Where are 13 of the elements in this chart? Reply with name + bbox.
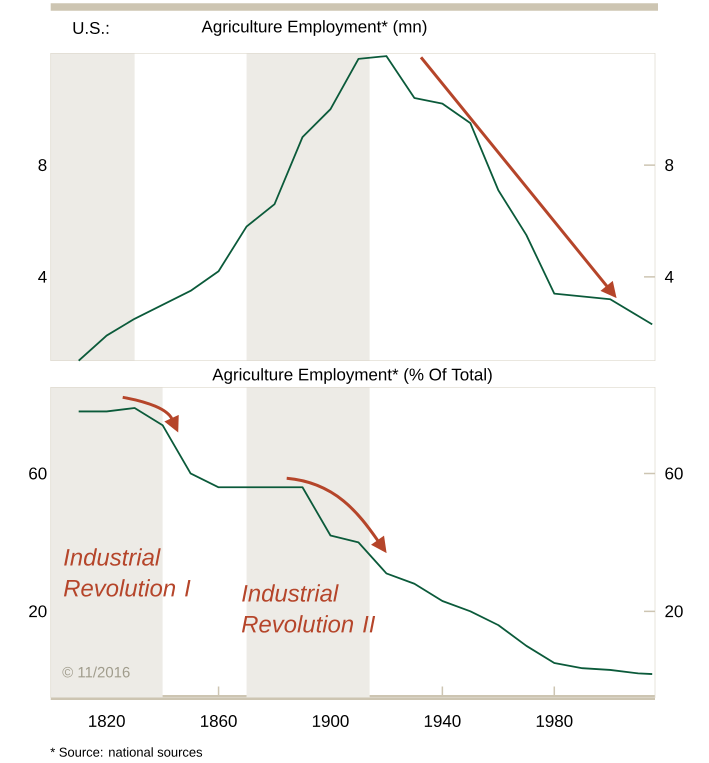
text: U.S.: <box>74 22 108 34</box>
x-tick-label: 1900 <box>312 715 349 728</box>
line-series <box>78 55 654 362</box>
annotation: Industrial Revolution I <box>64 548 190 597</box>
annotation: © 11/2016 <box>62 666 130 678</box>
chart-title: Agriculture Employment* (% Of Total) <box>212 368 492 384</box>
annotation: Industrial Revolution II <box>242 584 376 633</box>
chart-title: Agriculture Employment* (mn) <box>202 20 426 36</box>
x-tick-label: 1980 <box>536 715 572 728</box>
x-tick-label: 1860 <box>201 715 237 728</box>
text: * Source: national sources <box>50 747 202 757</box>
x-tick-label: 1940 <box>424 715 461 728</box>
x-tick-label: 1820 <box>89 715 125 728</box>
